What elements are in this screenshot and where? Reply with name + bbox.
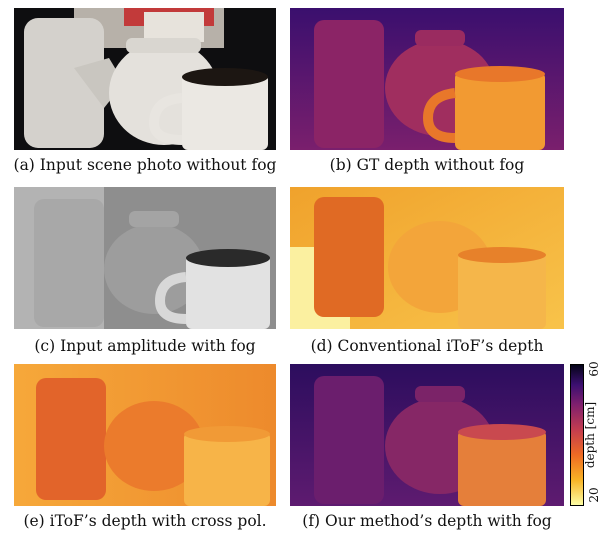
panel-d-conventional-depth xyxy=(290,187,564,329)
panel-c-amplitude xyxy=(14,187,276,329)
panel-f-our-method-depth xyxy=(290,364,564,506)
panel-b-gt-depth xyxy=(290,8,564,150)
colorbar-unit-label: depth [cm] xyxy=(583,401,597,469)
caption-a: (a) Input scene photo without fog xyxy=(13,156,277,174)
caption-c: (c) Input amplitude with fog xyxy=(34,337,256,355)
caption-e: (e) iToF’s depth with cross pol. xyxy=(23,512,267,530)
panel-e-cross-pol-depth xyxy=(14,364,276,506)
colorbar-min-label: 20 xyxy=(587,487,601,503)
caption-f: (f) Our method’s depth with fog xyxy=(302,512,552,530)
depth-colorbar xyxy=(570,364,584,506)
colorbar-max-label: 60 xyxy=(587,361,601,377)
caption-d: (d) Conventional iToF’s depth xyxy=(310,337,544,355)
caption-b: (b) GT depth without fog xyxy=(329,156,525,174)
panel-a-scene-photo xyxy=(14,8,276,150)
